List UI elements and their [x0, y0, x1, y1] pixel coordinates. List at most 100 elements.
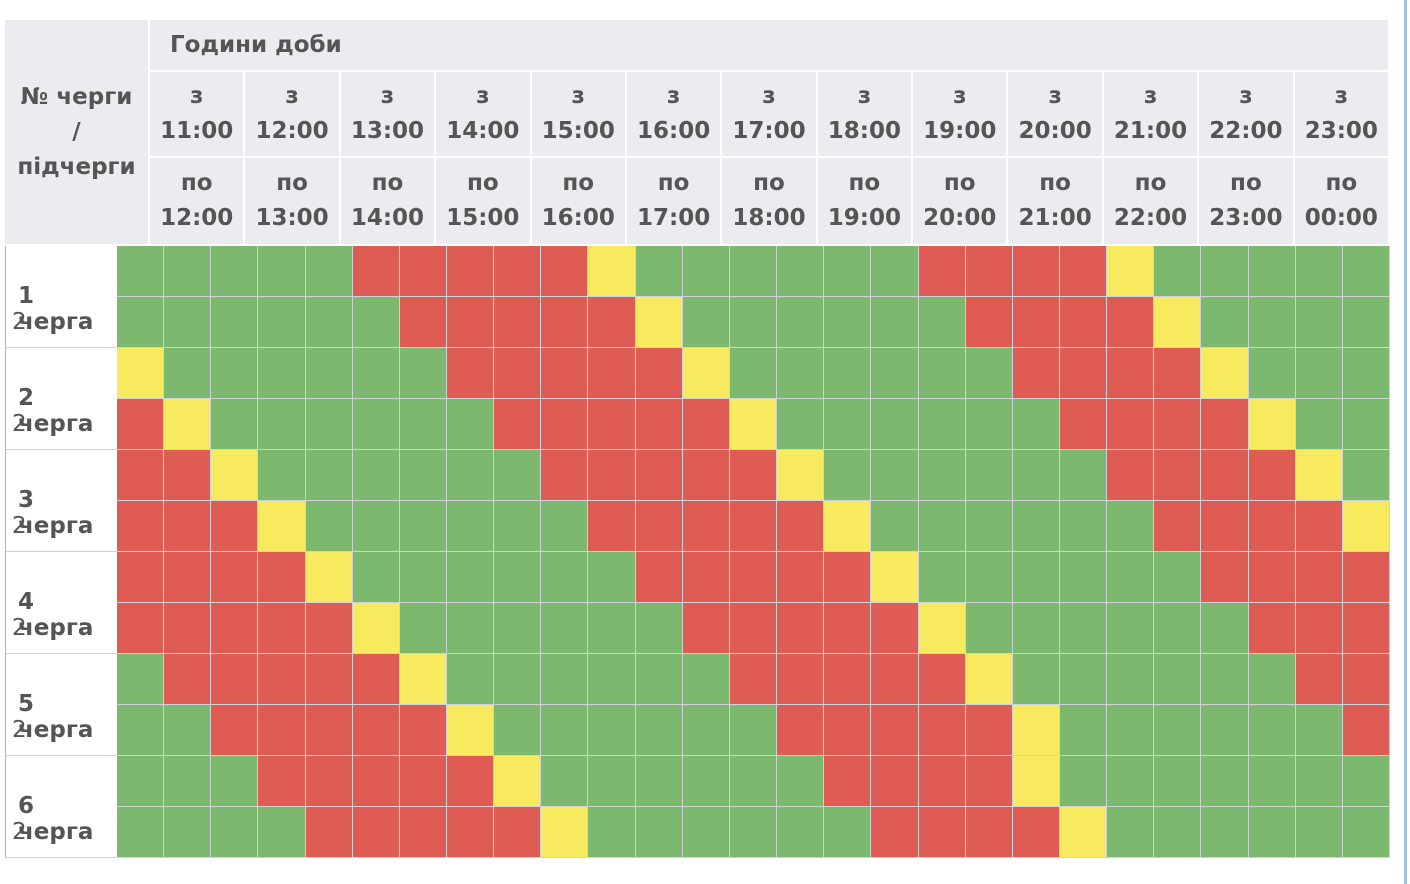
status-cell — [211, 552, 259, 603]
status-cell — [1107, 246, 1155, 297]
status-cell — [635, 297, 683, 348]
status-cell — [1201, 603, 1249, 654]
status-cell — [1295, 450, 1343, 501]
status-cell — [871, 399, 919, 450]
status-cell — [1295, 501, 1343, 552]
to-time: 22:00 — [1113, 205, 1188, 231]
status-cell — [447, 807, 495, 858]
from-prefix: з — [380, 83, 395, 109]
status-cell — [918, 705, 966, 756]
corner-text: № черги — [20, 83, 133, 110]
from-time: 18:00 — [827, 118, 901, 144]
status-cell — [1248, 348, 1296, 399]
status-cell — [965, 297, 1013, 348]
status-cell — [541, 297, 589, 348]
status-cell — [164, 807, 212, 858]
to-header: по 13:00 — [245, 158, 341, 246]
status-cell — [682, 807, 730, 858]
status-cell — [777, 297, 825, 348]
status-cell — [117, 552, 165, 603]
status-cell — [918, 246, 966, 297]
from-prefix: з — [857, 83, 872, 109]
status-cell — [965, 807, 1013, 858]
status-cell — [965, 348, 1013, 399]
status-cell — [824, 246, 872, 297]
status-cell — [1295, 807, 1343, 858]
to-time: 19:00 — [827, 205, 901, 231]
from-time: 16:00 — [637, 118, 711, 144]
status-cell — [258, 297, 306, 348]
status-cell — [258, 246, 306, 297]
from-prefix: з — [476, 83, 490, 109]
from-time: 23:00 — [1304, 118, 1378, 144]
status-cell — [729, 552, 778, 603]
from-time: 19:00 — [923, 118, 997, 144]
from-time: 22:00 — [1209, 118, 1283, 144]
from-prefix: з — [1048, 83, 1062, 109]
status-cell — [871, 501, 919, 552]
status-cell — [164, 756, 212, 807]
status-cell — [635, 450, 683, 501]
status-cell — [494, 450, 542, 501]
status-cell — [258, 501, 306, 552]
queue-sublabel: 2 — [12, 513, 27, 539]
status-cell — [588, 501, 636, 552]
from-header: з 17:00 — [722, 72, 818, 158]
status-cell — [824, 603, 872, 654]
from-time: 15:00 — [541, 118, 615, 144]
status-cell — [399, 297, 448, 348]
status-cell — [447, 501, 495, 552]
status-cell — [1295, 552, 1343, 603]
status-cell — [211, 450, 259, 501]
status-cell — [1107, 297, 1155, 348]
status-cell — [1295, 246, 1343, 297]
status-cell — [1059, 807, 1108, 858]
to-prefix: по — [657, 170, 690, 196]
status-cell — [352, 705, 400, 756]
status-cell — [1107, 807, 1155, 858]
status-cell — [777, 654, 825, 705]
status-cell — [1248, 501, 1296, 552]
from-header: з 12:00 — [245, 72, 341, 158]
status-cell — [1059, 705, 1108, 756]
status-cell — [305, 297, 353, 348]
status-cell — [258, 654, 306, 705]
queue-sublabel: 2 — [12, 717, 27, 743]
status-cell — [1295, 399, 1343, 450]
status-cell — [1201, 654, 1249, 705]
status-cell — [1012, 501, 1060, 552]
to-header: по 12:00 — [150, 158, 246, 246]
from-header: з 18:00 — [817, 72, 914, 158]
to-prefix: по — [1325, 170, 1358, 196]
status-cell — [494, 756, 542, 807]
to-header: по 16:00 — [531, 158, 627, 246]
queue-name: 6 черга — [18, 793, 94, 845]
status-cell — [1012, 807, 1060, 858]
status-cell — [494, 552, 542, 603]
from-prefix: з — [953, 83, 967, 109]
from-header: з 14:00 — [436, 72, 532, 158]
status-cell — [588, 246, 636, 297]
queue-label: 5 черга 2 — [5, 654, 117, 756]
hours-title: Години доби — [150, 20, 1390, 72]
status-cell — [1012, 450, 1060, 501]
status-cell — [1201, 297, 1249, 348]
status-cell — [399, 399, 448, 450]
from-header: з 16:00 — [626, 72, 723, 158]
status-cell — [1107, 603, 1155, 654]
status-cell — [871, 450, 919, 501]
status-cell — [1012, 399, 1060, 450]
status-cell — [1107, 705, 1155, 756]
status-cell — [729, 603, 778, 654]
status-cell — [305, 603, 353, 654]
status-cell — [1201, 501, 1249, 552]
status-cell — [352, 450, 400, 501]
to-prefix: по — [276, 170, 308, 196]
status-cell — [258, 603, 306, 654]
status-cell — [399, 348, 448, 399]
corner-text: / — [72, 118, 81, 145]
status-cell — [1248, 246, 1296, 297]
to-header: по 23:00 — [1199, 158, 1295, 246]
status-cell — [729, 705, 778, 756]
